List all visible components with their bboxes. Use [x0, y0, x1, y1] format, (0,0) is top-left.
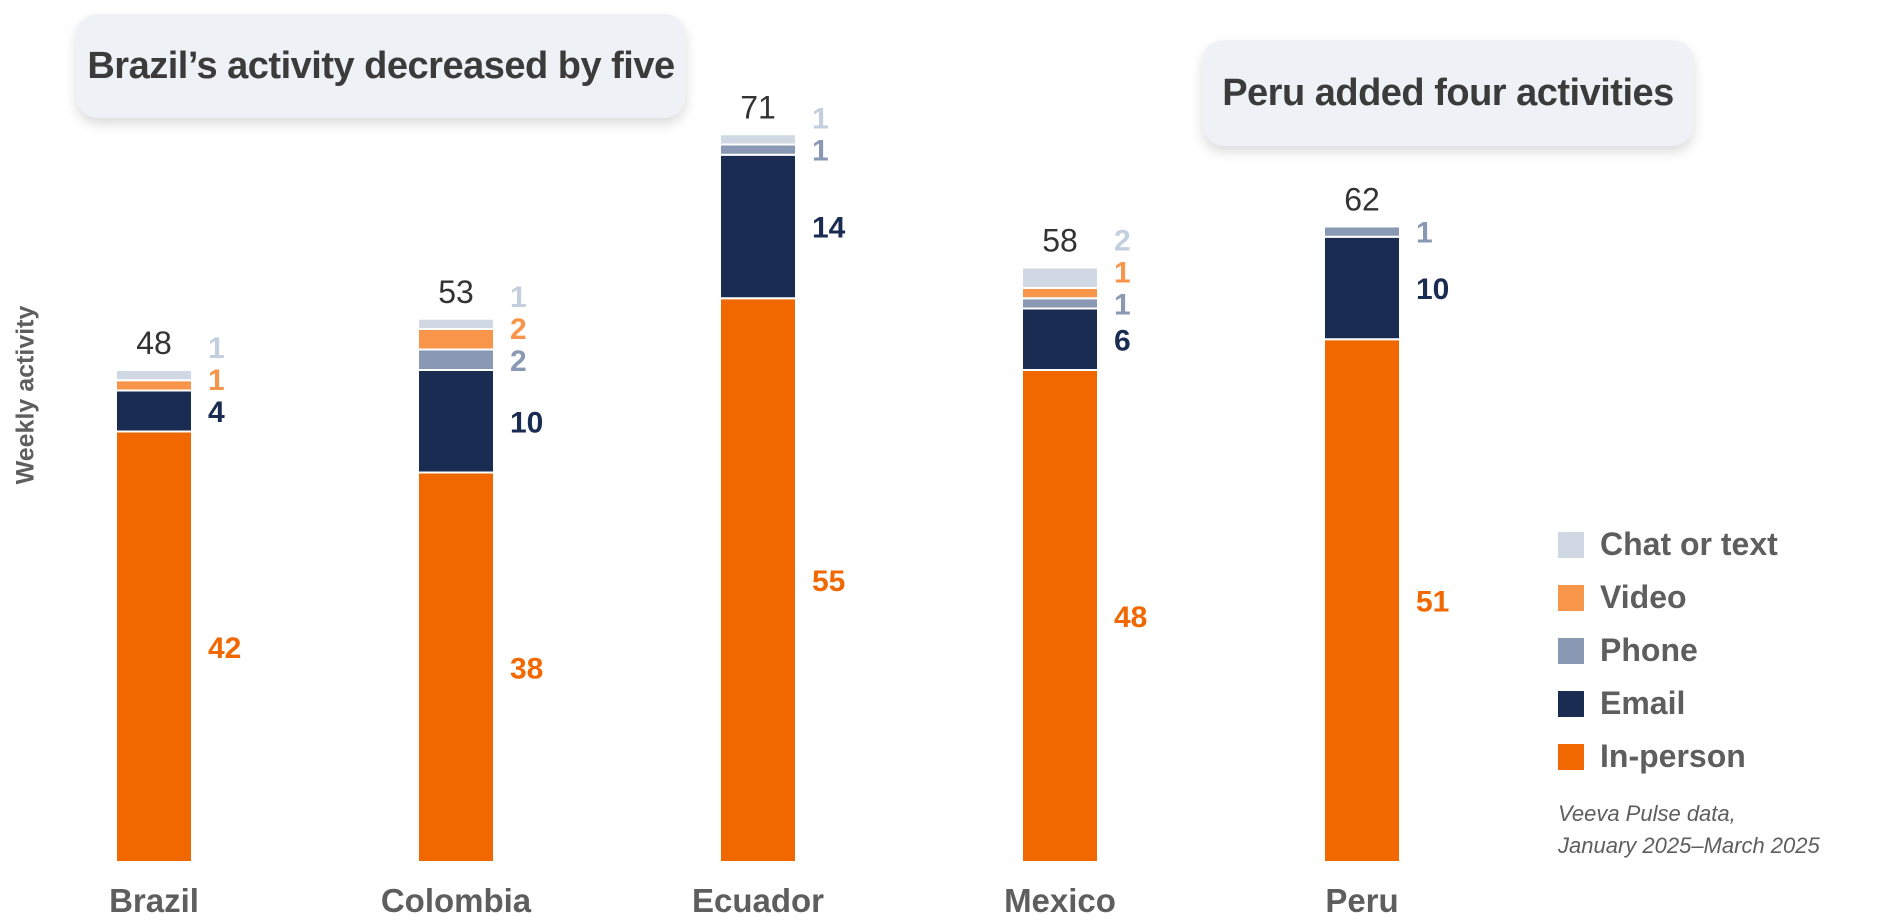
bar-peru-inperson [1323, 338, 1401, 863]
legend-label-phone: Phone [1600, 632, 1698, 668]
x-tick-label-ecuador: Ecuador [692, 882, 824, 919]
legend-swatch-chat [1558, 531, 1584, 558]
total-label-colombia: 53 [438, 274, 474, 310]
legend-item-video: Video [1558, 571, 1778, 624]
value-label-colombia-video: 2 [510, 313, 527, 346]
legend-swatch-phone [1558, 637, 1584, 664]
value-label-peru-inperson: 51 [1416, 586, 1449, 619]
value-label-brazil-video: 1 [208, 364, 225, 397]
legend-item-phone: Phone [1558, 624, 1778, 677]
bar-brazil-email [115, 389, 193, 433]
legend-swatch-video [1558, 584, 1584, 611]
bar-mexico-inperson [1021, 369, 1099, 863]
bar-peru-phone [1323, 225, 1401, 238]
total-label-mexico: 58 [1042, 223, 1078, 259]
bar-mexico-email [1021, 307, 1099, 371]
bar-mexico-chat [1021, 266, 1099, 289]
bar-mexico-phone [1021, 297, 1099, 310]
value-label-brazil-inperson: 42 [208, 632, 241, 665]
legend-swatch-inperson [1558, 743, 1584, 770]
legend-item-email: Email [1558, 677, 1778, 730]
bar-ecuador-inperson [719, 297, 797, 863]
value-label-mexico-email: 6 [1114, 324, 1131, 357]
legend: Chat or text Video Phone Email In-person [1558, 518, 1778, 783]
bar-ecuador-phone [719, 143, 797, 156]
value-label-mexico-phone: 1 [1114, 288, 1131, 321]
x-tick-label-colombia: Colombia [381, 882, 532, 919]
total-label-brazil: 48 [136, 325, 172, 361]
value-label-brazil-email: 4 [208, 396, 225, 429]
bar-mexico-video [1021, 287, 1099, 300]
total-label-peru: 62 [1344, 182, 1380, 218]
value-label-mexico-inperson: 48 [1114, 601, 1147, 634]
bar-colombia-inperson [417, 471, 495, 863]
bar-ecuador-email [719, 153, 797, 300]
x-tick-label-mexico: Mexico [1004, 882, 1116, 919]
legend-label-video: Video [1600, 579, 1687, 615]
value-label-ecuador-chat: 1 [812, 103, 829, 136]
x-tick-label-peru: Peru [1325, 882, 1398, 919]
legend-swatch-email [1558, 690, 1584, 717]
legend-label-email: Email [1600, 685, 1686, 721]
x-tick-label-brazil: Brazil [109, 882, 199, 919]
value-label-mexico-video: 1 [1114, 256, 1131, 289]
bar-peru-email [1323, 235, 1401, 341]
source-line-1: Veeva Pulse data, [1558, 801, 1736, 826]
bar-colombia-phone [417, 348, 495, 371]
bar-colombia-chat [417, 317, 495, 330]
value-label-peru-email: 10 [1416, 273, 1449, 306]
source-note: Veeva Pulse data, January 2025–March 202… [1558, 798, 1820, 862]
legend-label-inperson: In-person [1600, 738, 1746, 774]
callout-peru: Peru added four activities [1202, 40, 1694, 146]
bar-colombia-video [417, 328, 495, 351]
value-label-peru-phone: 1 [1416, 217, 1433, 250]
legend-item-inperson: In-person [1558, 730, 1778, 783]
bar-brazil-video [115, 379, 193, 392]
source-line-2: January 2025–March 2025 [1558, 833, 1820, 858]
bar-brazil-inperson [115, 430, 193, 863]
total-label-ecuador: 71 [740, 89, 776, 125]
legend-label-chat: Chat or text [1600, 526, 1778, 562]
bar-brazil-chat [115, 369, 193, 382]
value-label-colombia-phone: 2 [510, 345, 527, 378]
bar-colombia-email [417, 369, 495, 474]
value-label-colombia-email: 10 [510, 406, 543, 439]
value-label-ecuador-inperson: 55 [812, 565, 845, 598]
legend-item-chat: Chat or text [1558, 518, 1778, 571]
callout-brazil: Brazil’s activity decreased by five [76, 14, 686, 118]
value-label-ecuador-phone: 1 [812, 135, 829, 168]
bar-ecuador-chat [719, 133, 797, 146]
value-label-mexico-chat: 2 [1114, 224, 1131, 257]
value-label-brazil-chat: 1 [208, 332, 225, 365]
value-label-ecuador-email: 14 [812, 212, 846, 245]
value-label-colombia-chat: 1 [510, 281, 527, 314]
value-label-colombia-inperson: 38 [510, 652, 543, 685]
